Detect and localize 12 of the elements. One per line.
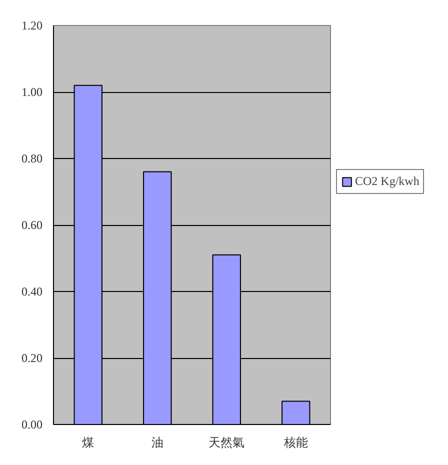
legend-label: CO2 Kg/kwh xyxy=(355,174,420,189)
x-tick-label: 煤 xyxy=(82,436,94,450)
x-tick-label: 天然氣 xyxy=(208,436,245,450)
x-tick-label: 核能 xyxy=(282,436,308,450)
y-tick-label: 0.80 xyxy=(22,152,42,166)
y-tick-label: 0.00 xyxy=(22,418,42,432)
y-tick-label: 0.60 xyxy=(22,218,42,232)
y-tick-label: 0.20 xyxy=(22,351,42,365)
y-tick-label: 0.40 xyxy=(22,284,42,298)
y-tick-label: 1.00 xyxy=(22,85,42,99)
x-tick-label: 油 xyxy=(151,436,164,450)
y-tick-label: 1.20 xyxy=(22,18,42,32)
